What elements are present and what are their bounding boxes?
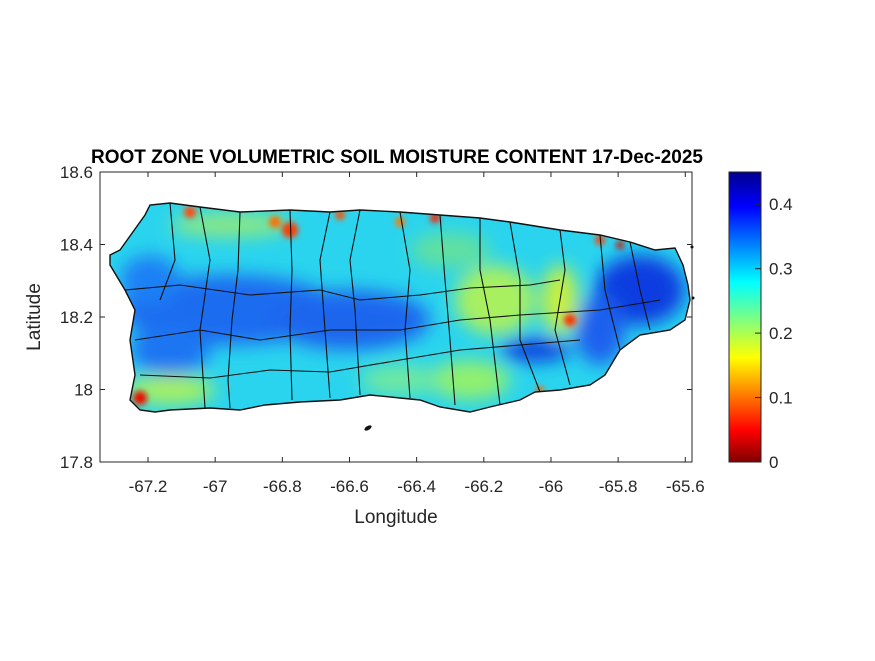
colorbar-tick-label: 0.2 — [769, 324, 793, 343]
moisture-field — [110, 203, 690, 412]
x-tick-label: -66 — [539, 477, 564, 496]
x-axis-ticks: -67.2 -67 -66.8 -66.6 -66.4 -66.2 -66 -65.8 -65.… — [129, 172, 705, 496]
x-tick-label: -67 — [203, 477, 228, 496]
x-tick-label: -65.8 — [599, 477, 638, 496]
y-tick-label: 17.8 — [60, 453, 93, 472]
dry-zone-central-east — [455, 265, 535, 335]
y-tick-label: 18 — [74, 381, 93, 400]
x-axis-label: Longitude — [354, 507, 437, 528]
y-axis-ticks: 17.8 18 18.2 18.4 18.6 — [60, 163, 692, 472]
colorbar-tick-label: 0.1 — [769, 389, 793, 408]
colorbar-ticks: 0 0.1 0.2 0.3 0.4 — [755, 195, 793, 472]
x-tick-label: -65.6 — [666, 477, 705, 496]
x-tick-label: -66.6 — [330, 477, 369, 496]
x-tick-label: -67.2 — [129, 477, 168, 496]
islets — [364, 245, 695, 431]
x-tick-label: -66.8 — [263, 477, 302, 496]
y-tick-label: 18.6 — [60, 163, 93, 182]
dry-spot — [282, 222, 298, 238]
wet-zone-central — [270, 290, 430, 350]
x-tick-label: -66.2 — [464, 477, 503, 496]
colorbar-tick-label: 0.3 — [769, 260, 793, 279]
y-tick-label: 18.4 — [60, 236, 93, 255]
y-axis-label: Latitude — [24, 283, 45, 351]
colorbar-tick-label: 0.4 — [769, 195, 793, 214]
colorbar-tick-label: 0 — [769, 453, 778, 472]
chart-title: ROOT ZONE VOLUMETRIC SOIL MOISTURE CONTE… — [91, 147, 703, 168]
municipal-boundaries — [109, 202, 691, 413]
colorbar — [728, 171, 762, 463]
y-tick-label: 18.2 — [60, 308, 93, 327]
x-tick-label: -66.4 — [397, 477, 436, 496]
